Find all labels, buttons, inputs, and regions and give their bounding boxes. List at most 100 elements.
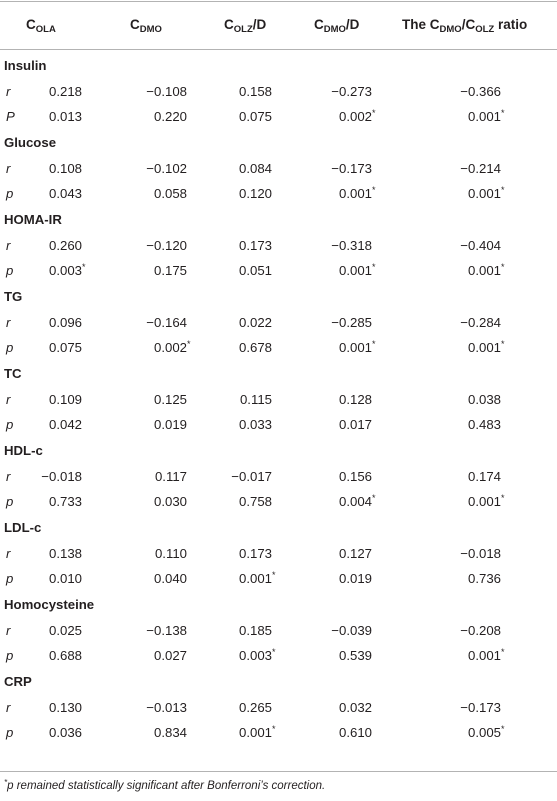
stat-label: p	[6, 725, 14, 740]
table-cell: 0.125	[153, 391, 187, 407]
stat-label: r	[6, 391, 11, 407]
table-cell: −0.164	[146, 314, 187, 330]
table-cell: 0.110	[154, 545, 187, 561]
stat-label: p	[6, 648, 14, 663]
significance-mark: *	[501, 185, 505, 195]
table-cell: 0.158	[238, 83, 272, 99]
header-c-olz-d: COLZ/D	[224, 17, 267, 35]
table-cell: 0.001 *	[468, 261, 505, 281]
table-cell: −0.017	[231, 468, 272, 484]
significance-mark: *	[501, 108, 505, 118]
group-label: HOMA-IR	[4, 212, 62, 227]
table-cell: 0.115	[239, 391, 272, 407]
table-cell: 0.173	[238, 237, 272, 253]
table-cell: 0.025	[48, 622, 82, 638]
stat-label: P	[6, 109, 15, 124]
header-c-ola: COLA	[26, 17, 56, 35]
table-cell: 0.084	[238, 160, 272, 176]
group-label: TG	[4, 289, 23, 304]
table-cell: 0.001 *	[339, 338, 376, 358]
table-cell: 0.001 *	[239, 723, 276, 743]
significance-mark: *	[501, 262, 505, 272]
header-c-dmo: CDMO	[130, 17, 162, 35]
p-row: p 0.010 0.040 0.001 * 0.019 0.736	[0, 569, 557, 589]
header-c-dmo-d: CDMO/D	[314, 17, 360, 35]
group-row: LDL-c	[0, 518, 557, 538]
table-cell: 0.834	[153, 725, 187, 740]
r-row: r 0.025 −0.138 0.185 −0.039 −0.208	[0, 621, 557, 641]
table-cell: 0.001 *	[468, 338, 505, 358]
table-cell: 0.138	[48, 545, 82, 561]
table-cell: 0.758	[238, 494, 272, 509]
group-row: Insulin	[0, 56, 557, 76]
table-cell: 0.108	[48, 160, 82, 176]
p-row: p 0.042 0.019 0.033 0.017 0.483	[0, 415, 557, 435]
table-cell: 0.539	[338, 648, 372, 663]
group-label: Glucose	[4, 135, 57, 150]
p-row: p 0.003 * 0.175 0.051 0.001 * 0.001 *	[0, 261, 557, 281]
group-row: TG	[0, 287, 557, 307]
table-cell: −0.013	[146, 699, 187, 715]
r-row: r 0.138 0.110 0.173 0.127 −0.018	[0, 544, 557, 564]
table-cell: −0.366	[460, 83, 501, 99]
table-cell: 0.001 *	[339, 261, 376, 281]
table-cell: 0.058	[153, 186, 187, 201]
r-row: r 0.109 0.125 0.115 0.128 0.038	[0, 390, 557, 410]
r-row: r 0.218 −0.108 0.158 −0.273 −0.366	[0, 82, 557, 102]
stat-label: r	[6, 83, 11, 99]
table-cell: 0.688	[48, 648, 82, 663]
table-bottom-rule	[0, 771, 557, 772]
table-cell: 0.173	[238, 545, 272, 561]
table-cell: 0.120	[238, 186, 272, 201]
table-header: COLA CDMO COLZ/D CDMO/D The CDMO/COLZ ra…	[0, 15, 557, 35]
group-row: HDL-c	[0, 441, 557, 461]
table-cell: 0.033	[238, 417, 272, 432]
group-row: TC	[0, 364, 557, 384]
table-cell: 0.109	[48, 391, 82, 407]
significance-mark: *	[501, 339, 505, 349]
table-cell: 0.130	[48, 699, 82, 715]
table-cell: 0.174	[467, 468, 501, 484]
table-cell: 0.027	[153, 648, 187, 663]
header-rule	[0, 49, 557, 50]
table-cell: −0.273	[331, 83, 372, 99]
table-cell: 0.017	[338, 417, 372, 432]
header-ratio: The CDMO/COLZ ratio	[402, 17, 528, 35]
p-row: p 0.043 0.058 0.120 0.001 * 0.001 *	[0, 184, 557, 204]
table-cell: 0.075	[48, 340, 82, 355]
stat-label: r	[6, 545, 11, 561]
table-cell: 0.096	[48, 314, 82, 330]
table-cell: 0.010	[48, 571, 82, 586]
table-cell: −0.138	[146, 622, 187, 638]
group-label: Homocysteine	[4, 597, 95, 612]
significance-mark: *	[272, 647, 276, 657]
stat-label: p	[6, 340, 14, 355]
table-cell: 0.185	[238, 622, 272, 638]
group-row: Homocysteine	[0, 595, 557, 615]
table-cell: 0.678	[238, 340, 272, 355]
table-cell: 0.156	[338, 468, 372, 484]
significance-mark: *	[272, 570, 276, 580]
group-label: TC	[4, 366, 22, 381]
significance-mark: *	[372, 493, 376, 503]
table-cell: 0.040	[153, 571, 187, 586]
table-cell: −0.285	[331, 314, 372, 330]
table-cell: 0.001 *	[339, 184, 376, 204]
stat-label: p	[6, 417, 14, 432]
table-cell: −0.208	[460, 622, 501, 638]
table-cell: 0.036	[48, 725, 82, 740]
group-label: HDL-c	[4, 443, 43, 458]
stat-label: r	[6, 237, 11, 253]
significance-mark: *	[372, 185, 376, 195]
group-label: CRP	[4, 674, 32, 689]
table-cell: 0.075	[238, 109, 272, 124]
table-cell: −0.214	[460, 160, 501, 176]
table-cell: −0.284	[460, 314, 501, 330]
table-cell: 0.022	[238, 314, 272, 330]
footnote: *p remained statistically significant af…	[4, 778, 326, 793]
table-cell: 0.260	[48, 237, 82, 253]
table-cell: 0.265	[238, 699, 272, 715]
table-cell: 0.001 *	[468, 492, 505, 512]
p-row: p 0.733 0.030 0.758 0.004 * 0.001 *	[0, 492, 557, 512]
table-cell: 0.003 *	[49, 261, 86, 281]
